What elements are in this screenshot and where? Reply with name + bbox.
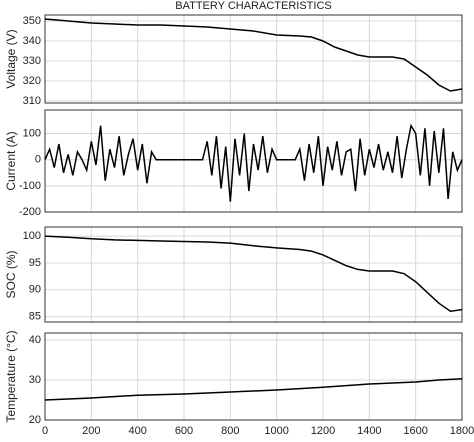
y-tick-label: 350 — [23, 15, 41, 27]
plot-area — [45, 227, 462, 322]
plot-frame — [44, 332, 463, 421]
y-tick-label: 320 — [23, 75, 41, 87]
y-tick-label: 20 — [29, 414, 41, 426]
x-tick-label: 200 — [82, 425, 100, 437]
y-tick-label: 330 — [23, 55, 41, 67]
y-tick-label: 340 — [23, 35, 41, 47]
y-tick-label: 95 — [29, 257, 41, 269]
plot-frame — [44, 14, 463, 104]
y-axis-label: Current (A) — [4, 131, 18, 190]
data-line — [44, 123, 463, 202]
plot-area — [45, 333, 462, 420]
data-line — [44, 378, 463, 401]
x-tick-label: 800 — [221, 425, 239, 437]
x-tick-label: 1800 — [450, 425, 474, 437]
y-tick-label: 40 — [29, 334, 41, 346]
y-tick-label: 30 — [29, 374, 41, 386]
x-tick-label: 1400 — [357, 425, 381, 437]
x-tick-label: 1000 — [264, 425, 288, 437]
y-tick-label: 90 — [29, 284, 41, 296]
data-line — [44, 235, 463, 313]
data-line — [44, 18, 463, 92]
y-tick-label: -200 — [19, 206, 41, 218]
y-tick-label: 85 — [29, 311, 41, 323]
y-tick-label: 0 — [35, 154, 41, 166]
x-tick-label: 0 — [42, 425, 48, 437]
plot-area — [45, 110, 462, 212]
x-tick-label: 1200 — [311, 425, 335, 437]
plot-frame — [44, 226, 463, 323]
x-tick-label: 400 — [128, 425, 146, 437]
y-tick-label: -100 — [19, 180, 41, 192]
chart-title: BATTERY CHARACTERISTICS — [175, 0, 331, 12]
y-axis-label: SOC (%) — [4, 250, 18, 298]
plot-area — [45, 15, 462, 103]
x-tick-label: 600 — [175, 425, 193, 437]
y-axis-label: Temperature (°C) — [4, 330, 18, 422]
x-tick-label: 1600 — [403, 425, 427, 437]
y-tick-label: 100 — [23, 230, 41, 242]
y-tick-label: 310 — [23, 95, 41, 107]
y-axis-label: Voltage (V) — [4, 29, 18, 88]
y-tick-label: 100 — [23, 127, 41, 139]
